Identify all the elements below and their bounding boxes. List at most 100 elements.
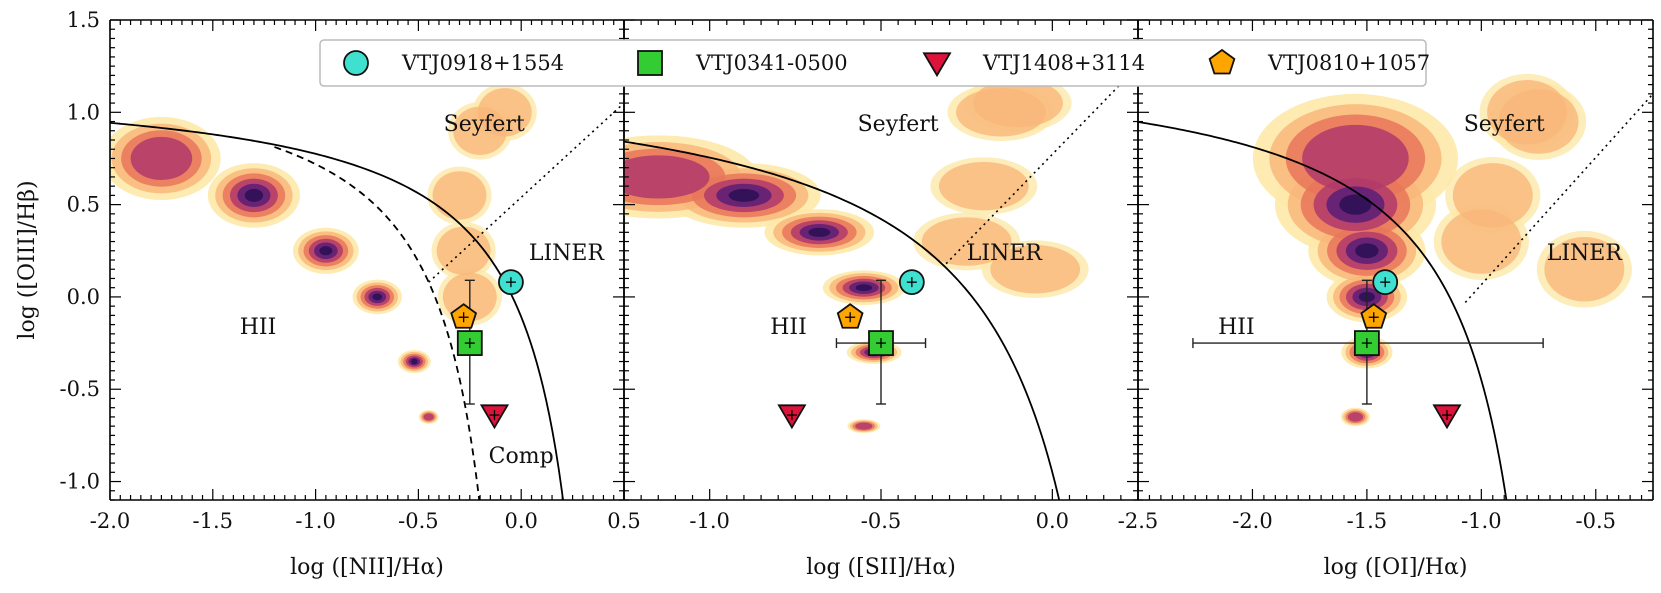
kewley-line — [110, 121, 564, 500]
density-contour — [973, 78, 1063, 128]
axes: -2.0 -1.5 -1.0 -0.5 0.0 0.5 -1.0 -0.5 0.0 0.5 1.0 1… — [60, 8, 641, 580]
sii-bpt-panel: -1.0 -0.5 0.0 log ([SII]/Hα) Seyfert LINER HI… — [623, 19, 1139, 580]
x-tick-label: -1.0 — [689, 509, 730, 533]
density-contour — [1347, 412, 1364, 422]
legend-box — [319, 39, 1427, 87]
density-contour — [130, 136, 193, 181]
density-contour — [808, 227, 831, 237]
density-contour — [855, 284, 873, 292]
kewley-line — [1138, 121, 1508, 500]
demarcation-lines — [624, 65, 1138, 500]
axes: -1.0 -0.5 0.0 log ([SII]/Hα) — [623, 19, 1139, 580]
x-tick-label: -1.0 — [295, 509, 336, 533]
seyfert-liner-line — [945, 65, 1138, 265]
x-tick-label: -0.5 — [861, 509, 902, 533]
legend-label: VTJ1408+3114 — [982, 51, 1145, 75]
density-contour — [244, 188, 264, 202]
legend-entry-vtj0341-0500: VTJ0341-0500 — [637, 50, 848, 76]
point-vtj0918-1554 — [498, 269, 524, 296]
kauffmann-line — [274, 146, 481, 500]
region-label-seyfert: Seyfert — [444, 112, 525, 137]
y-tick-label: 1.5 — [67, 8, 100, 32]
point-vtj0918-1554 — [898, 269, 925, 296]
point-vtj0341-0500 — [1192, 279, 1544, 405]
legend-label: VTJ0810+1057 — [1267, 51, 1430, 75]
density-contour — [938, 161, 1029, 211]
legend-label: VTJ0341-0500 — [695, 51, 848, 75]
legend-label: VTJ0918+1554 — [401, 51, 564, 75]
x-tick-label: -2.0 — [1232, 509, 1273, 533]
y-tick-label: -1.0 — [60, 470, 101, 494]
legend-marker-circle — [343, 50, 369, 76]
density-contour — [432, 171, 487, 220]
point-vtj0341-0500 — [835, 279, 927, 405]
density-contour — [1544, 236, 1625, 302]
point-vtj0810-1057 — [450, 303, 478, 329]
x-tick-label: 0.0 — [1036, 509, 1069, 533]
axes: -2.5 -2.0 -1.5 -1.0 -0.5 log ([OI]/Hα) — [1118, 19, 1654, 580]
region-label-hii: HII — [240, 315, 277, 340]
y-tick-label: 0.5 — [67, 193, 100, 217]
demarcation-lines — [110, 102, 624, 500]
x-tick-label: -1.5 — [193, 509, 234, 533]
x-tick-label: 0.0 — [504, 509, 537, 533]
point-vtj0341-0500 — [456, 279, 483, 405]
x-axis-title: log ([SII]/Hα) — [806, 555, 956, 580]
point-vtj0810-1057 — [1360, 303, 1388, 329]
legend-entry-vtj0918-1554: VTJ0918+1554 — [343, 50, 564, 76]
y-axis-title: log ([OIII]/Hβ) — [15, 180, 40, 339]
x-tick-label: -0.5 — [398, 509, 439, 533]
density-contour — [319, 246, 333, 256]
demarcation-lines — [1138, 93, 1653, 500]
x-axis-title: log ([OI]/Hα) — [1324, 555, 1468, 580]
density-contour — [477, 88, 532, 137]
y-tick-label: -0.5 — [60, 377, 101, 401]
density-contour — [1302, 124, 1409, 193]
density-contour — [1355, 243, 1379, 259]
markers — [1192, 269, 1544, 430]
density-contour — [855, 422, 873, 430]
region-label-seyfert: Seyfert — [858, 112, 939, 137]
seyfert-liner-line — [428, 102, 624, 283]
oi-bpt-panel: -2.5 -2.0 -1.5 -1.0 -0.5 log ([OI]/Hα) Seyfer… — [1118, 19, 1654, 580]
legend: VTJ0918+1554 VTJ0341-0500 VTJ1408+3114 VTJ0… — [319, 39, 1430, 87]
x-tick-label: 0.5 — [607, 509, 640, 533]
x-tick-label: -2.0 — [90, 509, 131, 533]
density-contour — [410, 358, 418, 365]
density-contours — [1252, 73, 1632, 427]
x-tick-label: -1.5 — [1347, 509, 1388, 533]
density-contour — [1498, 89, 1579, 154]
point-vtj0918-1554 — [1372, 269, 1399, 296]
density-contour — [624, 155, 710, 199]
density-contour — [372, 293, 383, 301]
density-contours — [624, 74, 1089, 434]
legend-marker-triangle-down — [922, 52, 952, 78]
legend-marker-pentagon — [1208, 48, 1236, 75]
density-contour — [436, 226, 491, 275]
density-contour — [1441, 209, 1522, 274]
y-tick-label: 0.0 — [67, 285, 100, 309]
kewley-line — [624, 140, 1061, 500]
marker-vtj0341-0500 — [868, 330, 894, 356]
x-tick-label: -1.0 — [1461, 509, 1502, 533]
nii-bpt-panel: -2.0 -1.5 -1.0 -0.5 0.0 0.5 -1.0 -0.5 0.0 0.5 1.0 1… — [60, 8, 641, 580]
markers — [777, 269, 927, 430]
point-vtj1408-3114 — [1432, 404, 1462, 430]
density-contour — [1339, 194, 1372, 215]
y-tick-label: 1.0 — [67, 100, 100, 124]
region-label-liner: LINER — [529, 241, 606, 266]
region-label-hii: HII — [770, 315, 807, 340]
legend-marker-square — [637, 50, 663, 76]
region-label-hii: HII — [1218, 315, 1255, 340]
region-label-liner: LINER — [967, 241, 1044, 266]
region-label-comp: Comp — [489, 444, 554, 469]
markers — [450, 269, 524, 430]
point-vtj1408-3114 — [479, 404, 510, 430]
point-vtj0810-1057 — [836, 303, 864, 329]
region-label-seyfert: Seyfert — [1464, 112, 1545, 137]
x-tick-label: -2.5 — [1118, 509, 1159, 533]
legend-entry-vtj1408-3114: VTJ1408+3114 — [922, 51, 1145, 78]
legend-entry-vtj0810-1057: VTJ0810+1057 — [1208, 48, 1430, 75]
region-label-liner: LINER — [1547, 241, 1624, 266]
